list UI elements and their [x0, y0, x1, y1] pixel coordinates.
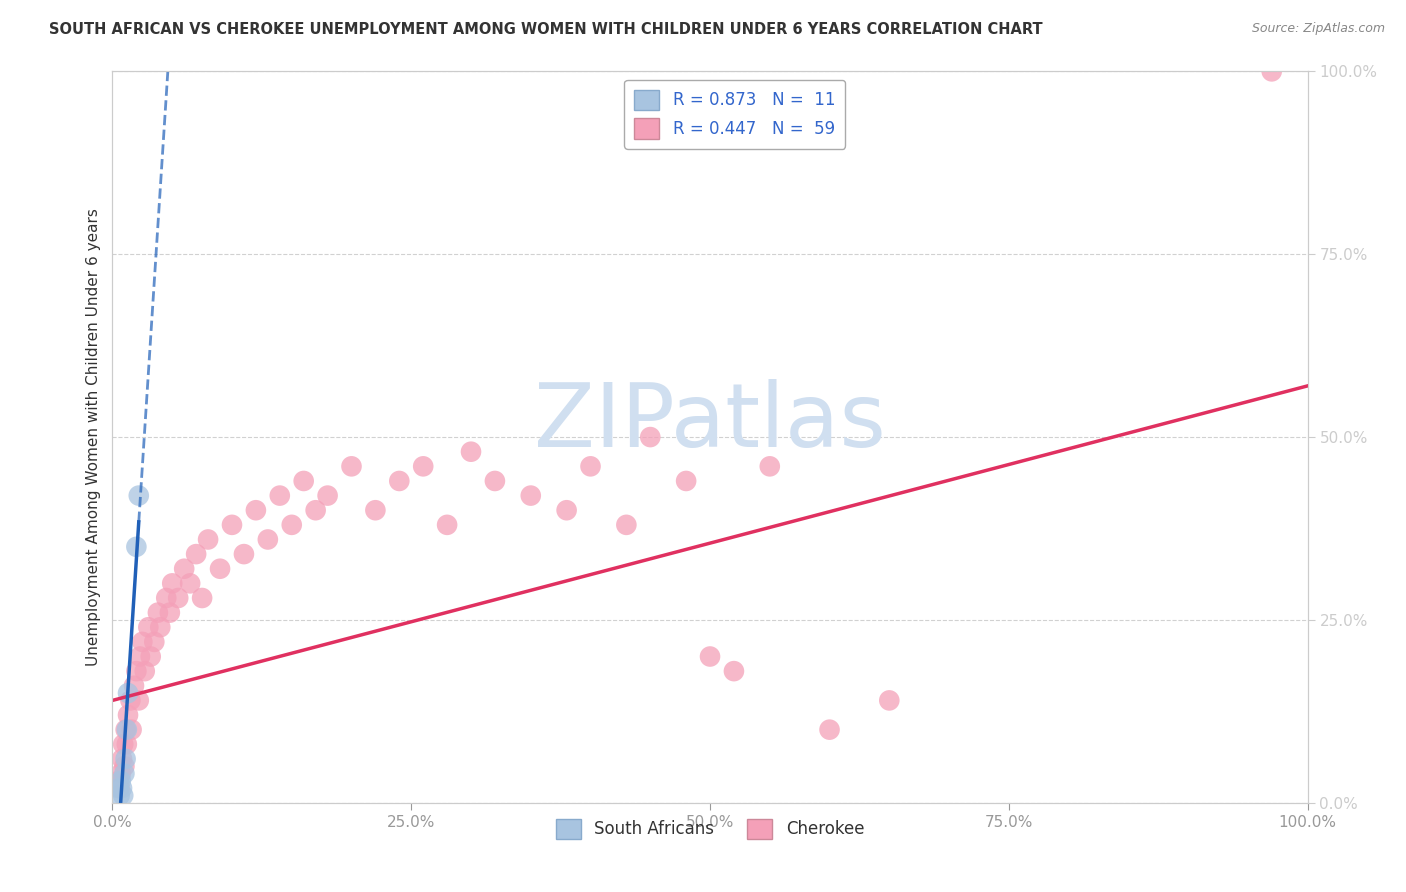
Point [233, 547, 256, 561]
Y-axis label: Unemployment Among Women with Children Under 6 years: Unemployment Among Women with Children U… [86, 208, 101, 666]
Point [699, 649, 721, 664]
Point [292, 474, 315, 488]
Point [162, 576, 183, 591]
Point [110, 766, 132, 780]
Point [675, 474, 697, 488]
Point [159, 606, 181, 620]
Legend: South Africans, Cherokee: South Africans, Cherokee [550, 812, 870, 846]
Point [167, 591, 190, 605]
Point [579, 459, 602, 474]
Point [155, 591, 177, 605]
Point [117, 708, 139, 723]
Point [146, 606, 169, 620]
Point [269, 489, 291, 503]
Point [149, 620, 172, 634]
Text: Source: ZipAtlas.com: Source: ZipAtlas.com [1251, 22, 1385, 36]
Point [128, 489, 150, 503]
Point [111, 781, 134, 796]
Point [108, 781, 131, 796]
Point [139, 649, 162, 664]
Point [112, 737, 135, 751]
Point [388, 474, 411, 488]
Point [115, 723, 138, 737]
Point [110, 773, 132, 788]
Point [723, 664, 745, 678]
Point [107, 781, 129, 796]
Point [221, 517, 243, 532]
Point [114, 766, 135, 780]
Point [316, 489, 339, 503]
Text: SOUTH AFRICAN VS CHEROKEE UNEMPLOYMENT AMONG WOMEN WITH CHILDREN UNDER 6 YEARS C: SOUTH AFRICAN VS CHEROKEE UNEMPLOYMENT A… [49, 22, 1043, 37]
Point [257, 533, 280, 547]
Point [484, 474, 506, 488]
Point [107, 773, 129, 788]
Point [111, 752, 134, 766]
Point [117, 686, 139, 700]
Point [555, 503, 578, 517]
Point [131, 635, 153, 649]
Point [129, 649, 152, 664]
Point [114, 752, 136, 766]
Point [179, 576, 201, 591]
Point [209, 562, 232, 576]
Point [138, 620, 160, 634]
Point [191, 591, 214, 605]
Text: ZIPatlas: ZIPatlas [534, 379, 886, 466]
Point [520, 489, 543, 503]
Point [436, 517, 458, 532]
Point [121, 723, 143, 737]
Point [364, 503, 387, 517]
Point [759, 459, 782, 474]
Point [340, 459, 363, 474]
Point [112, 789, 135, 803]
Point [120, 693, 142, 707]
Point [143, 635, 166, 649]
Point [125, 664, 148, 678]
Point [460, 444, 482, 458]
Point [186, 547, 208, 561]
Point [114, 759, 135, 773]
Point [616, 517, 638, 532]
Point [115, 737, 138, 751]
Point [173, 562, 195, 576]
Point [245, 503, 267, 517]
Point [134, 664, 156, 678]
Point [305, 503, 328, 517]
Point [818, 723, 841, 737]
Point [197, 533, 219, 547]
Point [108, 789, 131, 803]
Point [1261, 64, 1284, 78]
Point [412, 459, 434, 474]
Point [640, 430, 662, 444]
Point [114, 723, 136, 737]
Point [125, 540, 148, 554]
Point [879, 693, 901, 707]
Point [281, 517, 304, 532]
Point [122, 679, 145, 693]
Point [128, 693, 150, 707]
